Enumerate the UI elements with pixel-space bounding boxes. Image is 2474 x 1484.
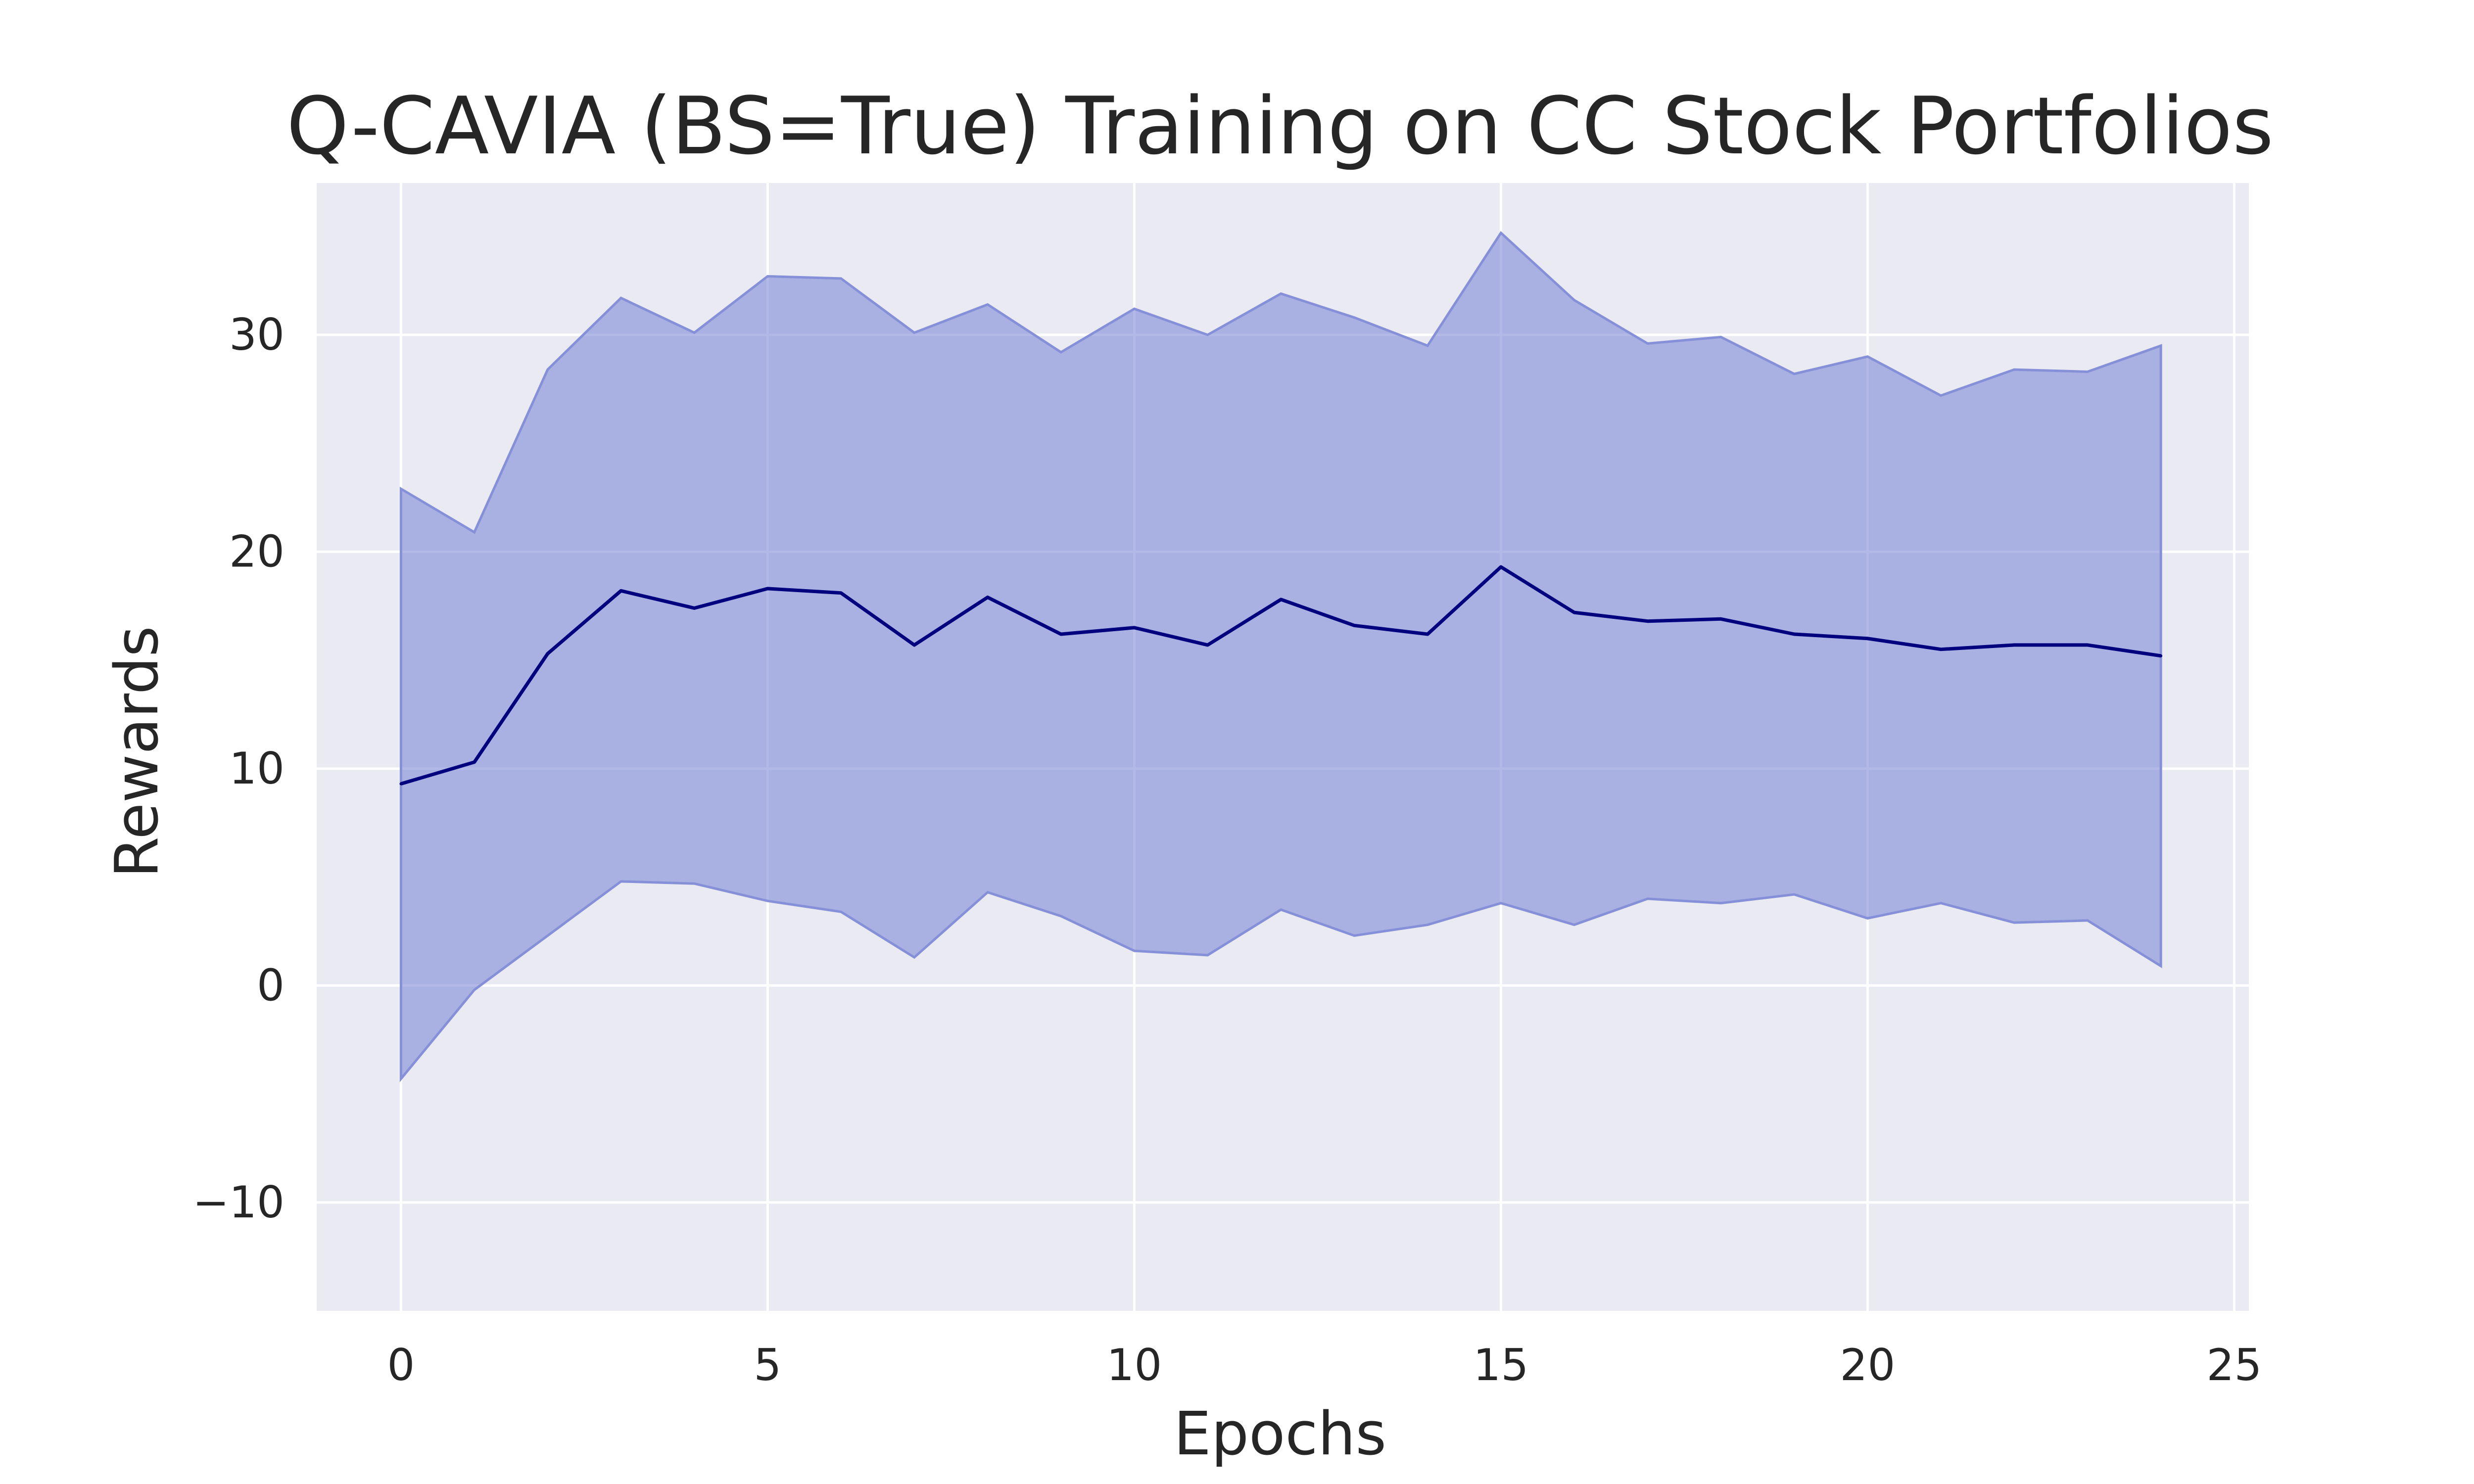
data-point xyxy=(1279,598,1283,601)
data-point xyxy=(839,591,843,595)
data-point xyxy=(1572,611,1576,614)
confidence-band-layer xyxy=(399,231,2162,1082)
data-point xyxy=(1206,643,1209,647)
data-point xyxy=(619,589,623,593)
y-tick-label: 30 xyxy=(229,309,285,360)
data-point xyxy=(1719,617,1722,621)
chart-title: Q-CAVIA (BS=True) Training on CC Stock P… xyxy=(286,80,2274,172)
data-point xyxy=(1939,648,1943,651)
data-point xyxy=(1793,633,1796,636)
y-tick-label: 0 xyxy=(257,960,285,1011)
y-tick-label: −10 xyxy=(192,1177,285,1228)
data-point xyxy=(1133,626,1136,629)
x-tick-label: 15 xyxy=(1473,1340,1528,1391)
x-tick-label: 0 xyxy=(387,1340,415,1391)
y-axis-label: Rewards xyxy=(103,626,172,878)
x-tick-label: 20 xyxy=(1840,1340,1895,1391)
data-point xyxy=(986,596,990,599)
series-line-layer xyxy=(399,565,2163,786)
data-point xyxy=(2086,643,2089,647)
x-axis-label: Epochs xyxy=(1174,1400,1386,1469)
data-point xyxy=(546,652,549,655)
x-tick-label: 5 xyxy=(754,1340,781,1391)
data-point xyxy=(1499,565,1503,569)
data-point xyxy=(473,760,476,764)
data-point xyxy=(766,587,769,590)
tick-labels: 0 5 10 15 20 25 −10 0 10 20 30 xyxy=(192,309,2262,1391)
data-point xyxy=(2159,654,2163,657)
data-point xyxy=(1059,633,1063,636)
confidence-band xyxy=(399,231,2162,1082)
data-point xyxy=(1866,637,1869,640)
data-point xyxy=(693,606,696,610)
data-point xyxy=(1426,633,1429,636)
y-tick-label: 20 xyxy=(229,526,285,577)
x-tick-label: 10 xyxy=(1106,1340,1162,1391)
data-point xyxy=(1646,619,1649,623)
data-point xyxy=(2012,643,2016,647)
x-tick-label: 25 xyxy=(2206,1340,2262,1391)
data-point xyxy=(1352,624,1356,627)
y-tick-label: 10 xyxy=(229,743,285,794)
data-point xyxy=(912,643,916,647)
data-point xyxy=(399,782,403,786)
